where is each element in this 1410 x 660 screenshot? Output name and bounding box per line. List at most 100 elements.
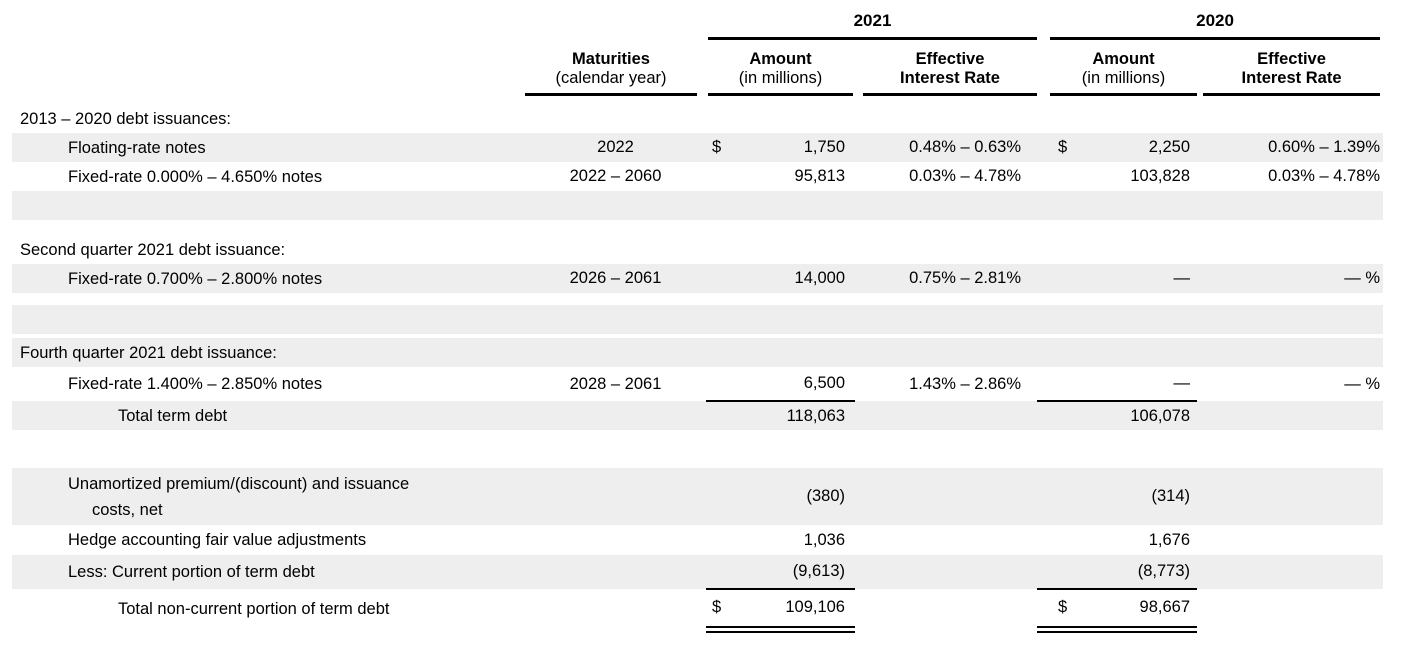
maturities-cell — [513, 468, 706, 525]
amount-line: (314) — [1050, 487, 1195, 506]
amount-cell: (9,613) — [706, 555, 855, 590]
table-row: Less: Current portion of term debt (9,613… — [12, 555, 1384, 590]
maturities-cell: 2026 – 2061 — [513, 264, 706, 293]
amount-header-line2: (in millions) — [1081, 69, 1166, 87]
amount-line: 1,036 — [708, 531, 853, 550]
row-label: Fixed-rate 0.000% – 4.650% notes — [68, 167, 323, 186]
row-label-cell: Total non-current portion of term debt — [12, 589, 513, 629]
rate-value: 0.60% – 1.39% — [1268, 138, 1381, 156]
amount-value: (8,773) — [1137, 562, 1191, 580]
amount-2020-column-header: Amount (in millions) — [1050, 50, 1198, 96]
amount-cell: 1,036 — [706, 525, 855, 555]
amount-value: 95,813 — [794, 167, 845, 185]
amount-value: 2,250 — [1148, 138, 1191, 156]
amount-value: (380) — [806, 487, 845, 505]
table-row: Fixed-rate 0.000% – 4.650% notes 2022 – 2… — [12, 162, 1384, 191]
row-label: Less: Current portion of term debt — [68, 563, 315, 581]
section-label-cell: Second quarter 2021 debt issuance: — [12, 235, 1384, 264]
rate-value: — % — [1344, 374, 1381, 393]
amount-cell: — — [1037, 264, 1198, 293]
section-label-cell: 2013 – 2020 debt issuances: — [12, 104, 1384, 133]
amount-value: — — [1173, 269, 1191, 287]
table-row: Unamortized premium/(discount) and issua… — [12, 468, 1384, 525]
year-group-2021-header: 2021 — [708, 11, 1038, 40]
rate-cell — [855, 401, 1038, 430]
rate-2021-column-header: Effective Interest Rate — [863, 50, 1038, 96]
amount-line: — — [1050, 269, 1195, 288]
rate-cell — [855, 589, 1038, 629]
maturities-cell: 2022 — [513, 133, 706, 162]
maturities-cell — [513, 525, 706, 555]
row-label-cell: Fixed-rate 0.700% – 2.800% notes — [12, 264, 513, 293]
amount-value: 109,106 — [785, 598, 845, 617]
header-spacer-row — [12, 96, 1384, 104]
amount-line: 14,000 — [708, 269, 853, 288]
amount-header-line1: Amount — [1092, 50, 1155, 68]
maturities-value: 2026 – 2061 — [569, 269, 662, 287]
amount-cell: (380) — [706, 468, 855, 525]
rate-header-line2: Interest Rate — [1241, 69, 1342, 87]
rate-value: 1.43% – 2.86% — [909, 374, 1022, 393]
spacer-row — [12, 430, 1384, 468]
spacer-row — [12, 293, 1384, 305]
row-label-line2: costs, net — [92, 500, 163, 519]
spacer-row — [12, 191, 1384, 220]
amount-cell: 95,813 — [706, 162, 855, 191]
table-row: Fixed-rate 0.700% – 2.800% notes 2026 – 2… — [12, 264, 1384, 293]
section-label: Second quarter 2021 debt issuance: — [20, 240, 286, 259]
spacer-cell — [12, 334, 1384, 338]
amount-line: 6,500 — [708, 374, 853, 393]
rate-cell: 1.43% – 2.86% — [855, 367, 1038, 401]
amount-cell: $98,667 — [1037, 589, 1198, 633]
table-body: 2013 – 2020 debt issuances: Floating-rate… — [12, 104, 1384, 633]
currency-symbol: $ — [1058, 138, 1068, 156]
amount-header-line2: (in millions) — [738, 69, 823, 87]
amount-line: $98,667 — [1050, 598, 1195, 617]
term-debt-table: 2021 2020 Maturities (calendar year) Amo… — [12, 0, 1384, 633]
amount-line: (380) — [708, 487, 853, 506]
rate-cell — [855, 555, 1038, 589]
section-row: Second quarter 2021 debt issuance: — [12, 235, 1384, 264]
amount-cell: $2,250 — [1037, 133, 1198, 162]
maturities-cell: 2028 – 2061 — [513, 367, 706, 401]
maturities-cell — [513, 401, 706, 430]
maturities-cell — [513, 555, 706, 589]
amount-2021-column-header: Amount (in millions) — [708, 50, 853, 96]
amount-line: 118,063 — [708, 407, 853, 426]
amount-value: 1,750 — [803, 138, 845, 156]
rate-cell — [855, 525, 1038, 555]
amount-value: 103,828 — [1130, 167, 1191, 185]
amount-value: (9,613) — [792, 562, 845, 580]
column-header-row: Maturities (calendar year) Amount (in mi… — [12, 40, 1384, 96]
row-label: Fixed-rate 0.700% – 2.800% notes — [68, 269, 323, 288]
maturities-column-header: Maturities (calendar year) — [525, 50, 697, 96]
amount-cell: 106,078 — [1037, 401, 1198, 430]
row-label-cell: Unamortized premium/(discount) and issua… — [12, 468, 513, 525]
row-label: Fixed-rate 1.400% – 2.850% notes — [68, 375, 323, 393]
rate-cell — [1197, 555, 1384, 589]
rate-cell — [1197, 468, 1384, 525]
table-row: Hedge accounting fair value adjustments 1… — [12, 525, 1384, 555]
amount-line: 95,813 — [708, 167, 853, 186]
currency-symbol: $ — [712, 138, 722, 156]
amount-cell: 14,000 — [706, 264, 855, 293]
year-group-header-row: 2021 2020 — [12, 0, 1384, 40]
row-label: Unamortized premium/(discount) and issua… — [68, 474, 410, 493]
row-label-cell: Floating-rate notes — [12, 133, 513, 162]
maturities-cell: 2022 – 2060 — [513, 162, 706, 191]
amount-value: 106,078 — [1130, 406, 1191, 425]
row-label-cell: Fixed-rate 0.000% – 4.650% notes — [12, 162, 513, 191]
spacer-cell — [12, 191, 1384, 220]
amount-header-line1: Amount — [749, 50, 812, 68]
row-label-cell: Fixed-rate 1.400% – 2.850% notes — [12, 367, 513, 401]
amount-cell: (8,773) — [1037, 555, 1198, 590]
rate-value: 0.75% – 2.81% — [909, 269, 1022, 287]
amount-line: $1,750 — [708, 138, 853, 157]
spacer-row — [12, 305, 1384, 334]
rate-value: 0.48% – 0.63% — [909, 138, 1022, 156]
rate-cell: 0.03% – 4.78% — [855, 162, 1038, 191]
amount-value: 1,036 — [803, 530, 845, 549]
maturities-cell — [513, 589, 706, 629]
amount-line: 106,078 — [1050, 407, 1195, 426]
rate-cell: 0.75% – 2.81% — [855, 264, 1038, 293]
